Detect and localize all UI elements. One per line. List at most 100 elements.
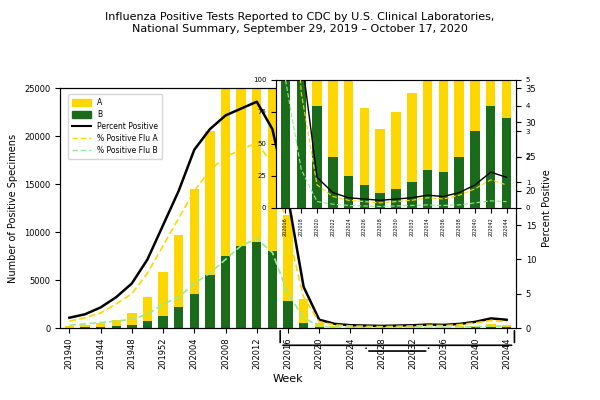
% Positive Flu A xyxy=(82,315,89,320)
Percent Positive xyxy=(82,312,89,317)
% Positive Flu A xyxy=(191,188,198,193)
Bar xyxy=(391,189,401,208)
% Positive Flu A xyxy=(284,230,292,234)
Bar xyxy=(470,0,479,131)
Percent Positive xyxy=(378,324,385,328)
Percent Positive xyxy=(238,106,245,111)
Bar xyxy=(328,157,338,208)
Bar xyxy=(205,275,215,328)
% Positive Flu A xyxy=(144,271,151,276)
Bar xyxy=(112,320,121,326)
Bar xyxy=(143,297,152,321)
% Positive Flu A xyxy=(66,319,73,324)
Percent Positive xyxy=(487,316,494,321)
% Positive Flu A xyxy=(472,320,479,325)
Bar xyxy=(127,313,137,325)
Bar xyxy=(391,112,401,189)
Line: % Positive Flu B: % Positive Flu B xyxy=(70,239,506,328)
Percent Positive xyxy=(331,322,338,326)
Bar xyxy=(330,326,340,328)
Bar xyxy=(174,235,184,307)
% Positive Flu B xyxy=(394,325,401,330)
Bar xyxy=(314,327,324,328)
Bar xyxy=(236,246,246,328)
% Positive Flu B xyxy=(409,325,416,330)
% Positive Flu A xyxy=(456,322,463,327)
Bar xyxy=(470,131,479,208)
Percent Positive xyxy=(472,320,479,324)
% Positive Flu B xyxy=(440,325,448,330)
% Positive Flu A xyxy=(175,216,182,221)
Bar xyxy=(502,118,511,208)
Bar xyxy=(252,35,262,242)
Bar xyxy=(190,189,199,294)
Bar xyxy=(236,50,246,246)
Bar xyxy=(361,327,371,328)
Bar xyxy=(486,106,496,208)
Bar xyxy=(408,327,418,328)
% Positive Flu A xyxy=(269,161,276,166)
Bar xyxy=(454,157,464,208)
Percent Positive xyxy=(409,323,416,328)
% Positive Flu B xyxy=(331,324,338,329)
Bar xyxy=(96,323,105,327)
% Positive Flu B xyxy=(300,315,307,320)
Bar xyxy=(392,327,402,328)
Bar xyxy=(174,307,184,328)
Bar xyxy=(502,327,511,328)
Percent Positive xyxy=(97,305,104,310)
% Positive Flu B xyxy=(113,319,120,324)
Bar xyxy=(96,327,105,328)
Bar xyxy=(205,131,215,275)
% Positive Flu A xyxy=(206,168,214,173)
Percent Positive xyxy=(222,113,229,118)
Line: Percent Positive: Percent Positive xyxy=(70,102,506,326)
% Positive Flu B xyxy=(253,236,260,241)
% Positive Flu B xyxy=(206,271,214,276)
Percent Positive xyxy=(144,257,151,262)
Percent Positive xyxy=(160,223,167,228)
Bar xyxy=(376,193,385,208)
% Positive Flu A xyxy=(394,324,401,329)
% Positive Flu A xyxy=(362,324,370,329)
Legend: A, B, Percent Positive, % Positive Flu A, % Positive Flu B: A, B, Percent Positive, % Positive Flu A… xyxy=(68,94,162,159)
Bar xyxy=(313,106,322,208)
Percent Positive xyxy=(456,322,463,326)
Bar xyxy=(359,108,369,185)
Bar xyxy=(344,176,353,208)
% Positive Flu B xyxy=(425,325,432,330)
Text: Influenza Positive Tests Reported to CDC by U.S. Clinical Laboratories,
National: Influenza Positive Tests Reported to CDC… xyxy=(106,12,494,34)
% Positive Flu B xyxy=(456,325,463,330)
% Positive Flu A xyxy=(253,140,260,145)
Bar xyxy=(158,316,168,328)
% Positive Flu A xyxy=(503,320,510,324)
% Positive Flu A xyxy=(487,318,494,323)
Percent Positive xyxy=(113,295,120,300)
% Positive Flu B xyxy=(66,323,73,328)
% Positive Flu A xyxy=(409,324,416,328)
% Positive Flu A xyxy=(378,324,385,329)
Bar xyxy=(268,251,277,328)
Bar xyxy=(281,0,290,208)
% Positive Flu B xyxy=(144,312,151,317)
% Positive Flu B xyxy=(175,295,182,300)
Bar xyxy=(283,215,293,301)
Percent Positive xyxy=(362,323,370,328)
Bar xyxy=(344,74,353,176)
Line: % Positive Flu A: % Positive Flu A xyxy=(70,143,506,327)
Percent Positive xyxy=(206,127,214,132)
% Positive Flu A xyxy=(113,302,120,306)
Bar xyxy=(283,301,293,328)
% Positive Flu B xyxy=(472,324,479,329)
Bar xyxy=(486,0,496,106)
Percent Positive xyxy=(300,284,307,289)
Bar xyxy=(502,325,511,327)
Bar xyxy=(299,323,308,328)
% Positive Flu B xyxy=(269,250,276,255)
Percent Positive xyxy=(269,127,276,132)
% Positive Flu A xyxy=(238,147,245,152)
Percent Positive xyxy=(425,322,432,327)
% Positive Flu B xyxy=(128,317,136,322)
Bar xyxy=(313,0,322,106)
% Positive Flu A xyxy=(425,323,432,328)
